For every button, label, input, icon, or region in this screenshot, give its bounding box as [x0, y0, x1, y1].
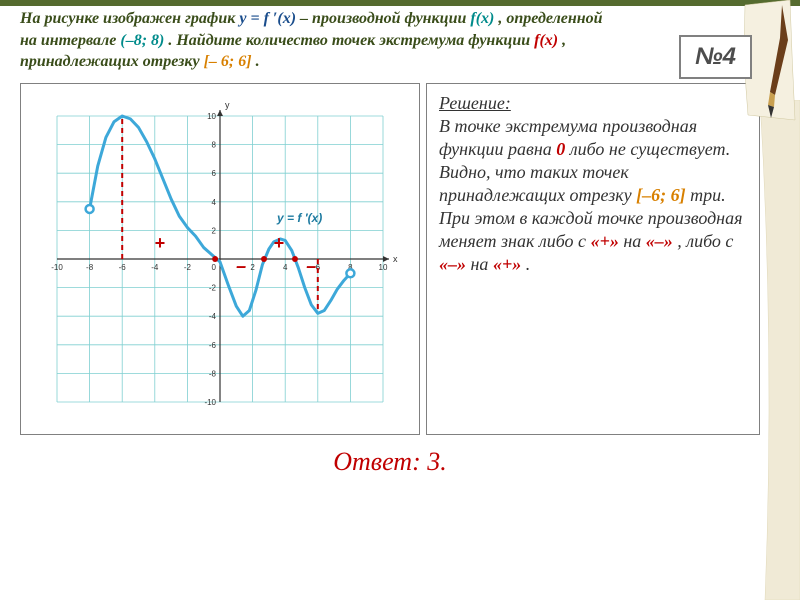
svg-text:+: +: [154, 233, 165, 253]
svg-text:+: +: [273, 233, 284, 253]
sol-interval: [–6; 6]: [636, 185, 685, 205]
sol-minus1: «–»: [646, 231, 673, 251]
sol-plus1: «+»: [591, 231, 619, 251]
problem-statement: На рисунке изображен график y = f ′(x) –…: [20, 8, 760, 73]
svg-text:10: 10: [207, 112, 216, 121]
sol-p2b: три.: [690, 185, 726, 205]
svg-text:x: x: [393, 254, 398, 264]
sol-plus2: «+»: [493, 254, 521, 274]
svg-text:-10: -10: [51, 263, 63, 272]
svg-text:2: 2: [250, 263, 255, 272]
svg-text:4: 4: [283, 263, 288, 272]
sol-p2a: Видно, что таких точек принадлежащих отр…: [439, 162, 636, 205]
sol-zero: 0: [556, 139, 565, 159]
svg-text:-2: -2: [209, 283, 217, 292]
svg-text:–: –: [306, 256, 316, 276]
svg-text:y = f ′(x): y = f ′(x): [276, 211, 322, 225]
svg-text:10: 10: [379, 263, 388, 272]
svg-text:4: 4: [212, 198, 217, 207]
svg-text:0: 0: [212, 263, 217, 272]
sol-p3c: , либо с: [677, 231, 733, 251]
problem-interval2: [– 6; 6]: [204, 53, 252, 70]
answer-text: Ответ: 3.: [20, 447, 760, 477]
svg-text:-4: -4: [209, 312, 217, 321]
svg-text:-6: -6: [119, 263, 127, 272]
svg-text:2: 2: [212, 226, 217, 235]
svg-text:–: –: [236, 256, 246, 276]
problem-text-6: .: [256, 53, 260, 70]
top-border-stripe: [0, 0, 800, 6]
problem-text-1: На рисунке изображен график: [20, 10, 239, 27]
slide: №4 На рисунке изображен график y = f ′(x…: [0, 0, 800, 600]
problem-text-4: . Найдите количество точек экстремума фу…: [168, 32, 534, 49]
sol-p3b: на: [623, 231, 645, 251]
svg-text:8: 8: [212, 140, 217, 149]
svg-text:-2: -2: [184, 263, 192, 272]
svg-text:-8: -8: [86, 263, 94, 272]
derivative-chart: xy-10-8-6-4-2246810-10-8-6-4-22468100+–+…: [35, 94, 405, 424]
svg-text:6: 6: [212, 169, 217, 178]
solution-box: Решение: В точке экстремума производная …: [426, 83, 760, 435]
problem-interval1: (–8; 8): [120, 32, 164, 49]
task-number-badge: №4: [679, 35, 752, 79]
content-row: xy-10-8-6-4-2246810-10-8-6-4-22468100+–+…: [20, 83, 760, 435]
sol-minus2: «–»: [439, 254, 466, 274]
sol-p3d: на: [471, 254, 493, 274]
svg-text:y: y: [225, 100, 230, 110]
problem-eq: y = f ′(x): [239, 10, 296, 27]
svg-text:-4: -4: [151, 263, 159, 272]
problem-fx2: f(x): [534, 32, 558, 49]
page-curl-icon: [755, 100, 800, 600]
sol-p1b: либо не существует.: [570, 139, 731, 159]
sol-p3e: .: [526, 254, 531, 274]
solution-title: Решение:: [439, 93, 511, 113]
chart-container: xy-10-8-6-4-2246810-10-8-6-4-22468100+–+…: [20, 83, 420, 435]
svg-text:-8: -8: [209, 369, 217, 378]
svg-text:-6: -6: [209, 341, 217, 350]
problem-text-2: – производной функции: [300, 10, 470, 27]
problem-fx: f(x): [470, 10, 494, 27]
svg-text:-10: -10: [204, 398, 216, 407]
